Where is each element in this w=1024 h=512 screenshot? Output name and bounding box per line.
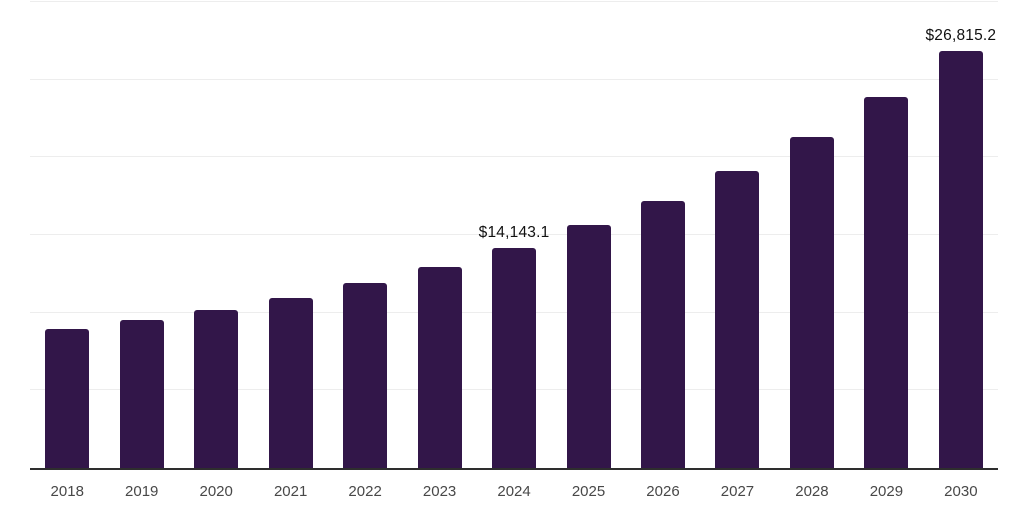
bar-slot-2022: [328, 2, 402, 468]
bar-slot-2027: [700, 2, 774, 468]
bar-slot-2029: [849, 2, 923, 468]
bar-2028[interactable]: [789, 136, 834, 468]
bar-slot-2020: [179, 2, 253, 468]
x-tick-label-2022: 2022: [348, 483, 382, 500]
x-tick-label-2026: 2026: [646, 483, 680, 500]
x-tick-label-2029: 2029: [869, 483, 904, 500]
gridline-20000: [30, 156, 998, 158]
bar-2020[interactable]: [194, 309, 239, 468]
bar-2021[interactable]: [268, 297, 313, 468]
x-tick-label-2018: 2018: [50, 483, 84, 500]
bar-slot-2028: [775, 2, 849, 468]
x-tick-label-2025: 2025: [571, 483, 606, 500]
bar-slot-2018: [30, 2, 104, 468]
x-tick-label-2028: 2028: [795, 483, 829, 500]
bar-2023[interactable]: [417, 267, 462, 468]
x-tick-label-2024: 2024: [497, 483, 531, 500]
bar-slot-2023: [402, 2, 476, 468]
bar-slot-2019: [104, 2, 178, 468]
bar-slot-2021: [253, 2, 327, 468]
gridline-30000: [30, 1, 998, 2]
data-label-2024: $14,143.1: [478, 224, 550, 242]
x-axis: 2018 2019 2020 2021 2022 2023 2024 2025 2026 2027…: [30, 472, 998, 512]
x-tick-label-2020: 2020: [199, 483, 233, 500]
bar-2022[interactable]: [343, 283, 388, 468]
bar-slot-2025: [551, 2, 625, 468]
bar-slot-2024: $14,143.1: [477, 2, 551, 468]
bar-2024[interactable]: [492, 248, 537, 468]
x-tick-label-2021: 2021: [273, 483, 308, 500]
plot-area: $14,143.1 $26,815.2: [30, 1, 998, 470]
bar-2029[interactable]: [864, 97, 909, 468]
gridline-15000: [30, 234, 998, 235]
bar-slot-2030: $26,815.2: [924, 2, 998, 468]
x-tick-label-2023: 2023: [422, 483, 457, 500]
data-label-2030: $26,815.2: [925, 27, 997, 45]
bars-layer: $14,143.1 $26,815.2: [30, 2, 998, 468]
bar-slot-2026: [626, 2, 700, 468]
gridline-25000: [30, 78, 998, 80]
x-tick-label-2019: 2019: [125, 483, 159, 500]
x-tick-label-2027: 2027: [720, 483, 755, 500]
bar-2019[interactable]: [119, 320, 164, 468]
x-tick-label-2030: 2030: [944, 483, 978, 500]
bar-2026[interactable]: [640, 200, 685, 468]
bar-2018[interactable]: [45, 328, 90, 468]
bar-2030[interactable]: [938, 51, 983, 468]
bar-2025[interactable]: [566, 224, 611, 468]
bar-2027[interactable]: [715, 170, 760, 468]
